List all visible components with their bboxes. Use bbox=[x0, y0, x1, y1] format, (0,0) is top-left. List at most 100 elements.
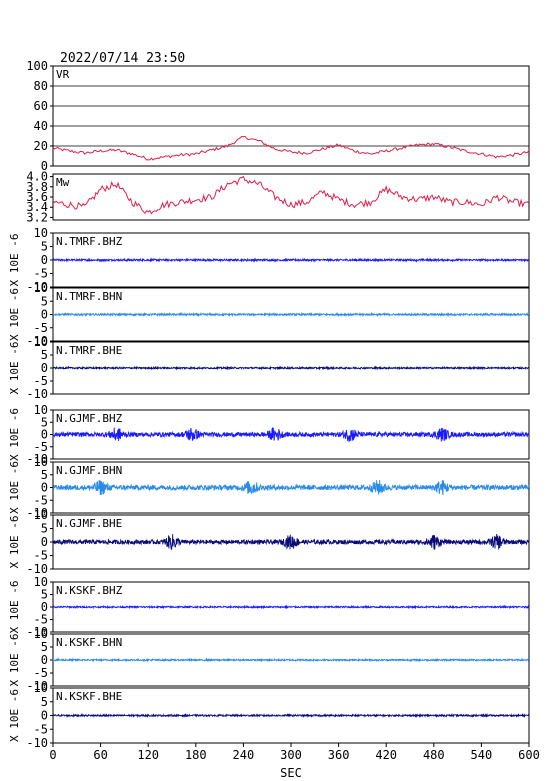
y-tick-label: 5 bbox=[41, 348, 48, 362]
series-line bbox=[52, 712, 530, 719]
panel-label: Mw bbox=[56, 176, 70, 189]
y-tick-label: -5 bbox=[34, 549, 48, 563]
y-tick-label: -5 bbox=[34, 493, 48, 507]
y-tick-label: -10 bbox=[26, 736, 48, 750]
y-tick-label: 0 bbox=[41, 361, 48, 375]
panel-vr: 0 20 40 60 80 100 VR bbox=[26, 59, 530, 173]
y-tick-label: -5 bbox=[34, 722, 48, 736]
y-tick-label: 0 bbox=[41, 308, 48, 322]
y-tick-label: -5 bbox=[34, 440, 48, 454]
panel-label: N.GJMF.BHN bbox=[56, 464, 122, 477]
y-unit-label: X 10E -6 bbox=[8, 342, 21, 395]
y-tick-label: 5 bbox=[41, 468, 48, 482]
y-tick-label: 10 bbox=[34, 575, 48, 589]
y-tick-label: 10 bbox=[34, 627, 48, 641]
y-tick-label: 0 bbox=[41, 535, 48, 549]
series-line bbox=[52, 604, 530, 610]
series-line bbox=[52, 311, 530, 318]
x-tick-label: 360 bbox=[328, 748, 350, 762]
panel-label: N.KSKF.BHZ bbox=[56, 584, 123, 597]
series-line bbox=[52, 533, 530, 550]
y-tick-label: -10 bbox=[26, 506, 48, 520]
panel-label: N.TMRF.BHZ bbox=[56, 235, 123, 248]
y-tick-label: -10 bbox=[26, 452, 48, 466]
x-axis-label: SEC bbox=[280, 766, 302, 780]
y-tick-label: 20 bbox=[34, 139, 48, 153]
x-tick-label: 540 bbox=[471, 748, 493, 762]
y-tick-label: 0 bbox=[41, 653, 48, 667]
y-tick-label: -10 bbox=[26, 625, 48, 639]
y-tick-label: 10 bbox=[34, 226, 48, 240]
x-axis: 0 60 120 180 240 300 360 420 480 540 600 bbox=[49, 743, 540, 762]
y-tick-label: 3.4 bbox=[26, 200, 48, 214]
panel-mw: 3.23.43.63.84.0 Mw bbox=[26, 170, 530, 224]
y-tick-label: 80 bbox=[34, 79, 48, 93]
y-tick-label: 5 bbox=[41, 640, 48, 654]
panel-label: N.TMRF.BHE bbox=[56, 344, 122, 357]
panel-label: N.GJMF.BHE bbox=[56, 517, 122, 530]
y-tick-label: 40 bbox=[34, 119, 48, 133]
y-tick-label: 0 bbox=[41, 253, 48, 267]
y-unit-label: X 10E -6 bbox=[8, 634, 21, 687]
y-tick-label: 5 bbox=[41, 695, 48, 709]
y-tick-label: -10 bbox=[26, 679, 48, 693]
y-tick-label: 0 bbox=[41, 600, 48, 614]
y-tick-label: -10 bbox=[26, 387, 48, 401]
y-tick-label: 5 bbox=[41, 522, 48, 536]
y-tick-label: -10 bbox=[26, 334, 48, 348]
x-tick-label: 0 bbox=[49, 748, 56, 762]
series-line bbox=[52, 479, 530, 496]
y-tick-label: 10 bbox=[34, 403, 48, 417]
y-tick-label: 10 bbox=[34, 281, 48, 295]
y-unit-label: X 10E -6 bbox=[8, 581, 21, 634]
y-unit-label: X 10E -6 bbox=[8, 516, 21, 569]
y-unit-label: X 10E -6 bbox=[8, 288, 21, 341]
series-line bbox=[52, 175, 530, 215]
x-tick-label: 600 bbox=[518, 748, 540, 762]
x-tick-label: 300 bbox=[280, 748, 302, 762]
x-tick-label: 420 bbox=[375, 748, 397, 762]
series-line bbox=[52, 657, 530, 663]
x-tick-label: 180 bbox=[185, 748, 207, 762]
y-tick-label: 5 bbox=[41, 240, 48, 254]
y-tick-label: -10 bbox=[26, 562, 48, 576]
y-tick-label: -10 bbox=[26, 280, 48, 294]
series-line bbox=[52, 257, 530, 263]
y-tick-label: 60 bbox=[34, 99, 48, 113]
x-tick-label: 120 bbox=[137, 748, 159, 762]
y-tick-label: 0 bbox=[41, 159, 48, 173]
y-tick-label: -5 bbox=[34, 267, 48, 281]
y-tick-label: 10 bbox=[34, 508, 48, 522]
y-unit-label: X 10E -6 bbox=[8, 689, 21, 742]
panel-label: N.KSKF.BHE bbox=[56, 690, 122, 703]
datetime-title: 2022/07/14 23:50 bbox=[60, 51, 185, 66]
y-unit-label: X 10E -6 bbox=[8, 408, 21, 461]
panel-label: N.KSKF.BHN bbox=[56, 636, 122, 649]
x-tick-label: 60 bbox=[93, 748, 107, 762]
y-tick-label: 0 bbox=[41, 481, 48, 495]
y-tick-label: 10 bbox=[34, 455, 48, 469]
y-tick-label: 3.8 bbox=[26, 180, 48, 194]
y-tick-label: -5 bbox=[34, 374, 48, 388]
panel-label: VR bbox=[56, 68, 70, 81]
series-line bbox=[52, 135, 530, 161]
y-tick-label: 10 bbox=[34, 681, 48, 695]
panel-label: N.TMRF.BHN bbox=[56, 290, 122, 303]
y-tick-label: -5 bbox=[34, 613, 48, 627]
y-tick-label: 0 bbox=[41, 428, 48, 442]
series-line bbox=[52, 365, 530, 371]
x-tick-label: 240 bbox=[233, 748, 255, 762]
y-tick-label: 5 bbox=[41, 588, 48, 602]
plot-frame bbox=[52, 173, 530, 221]
panel-label: N.GJMF.BHZ bbox=[56, 412, 123, 425]
